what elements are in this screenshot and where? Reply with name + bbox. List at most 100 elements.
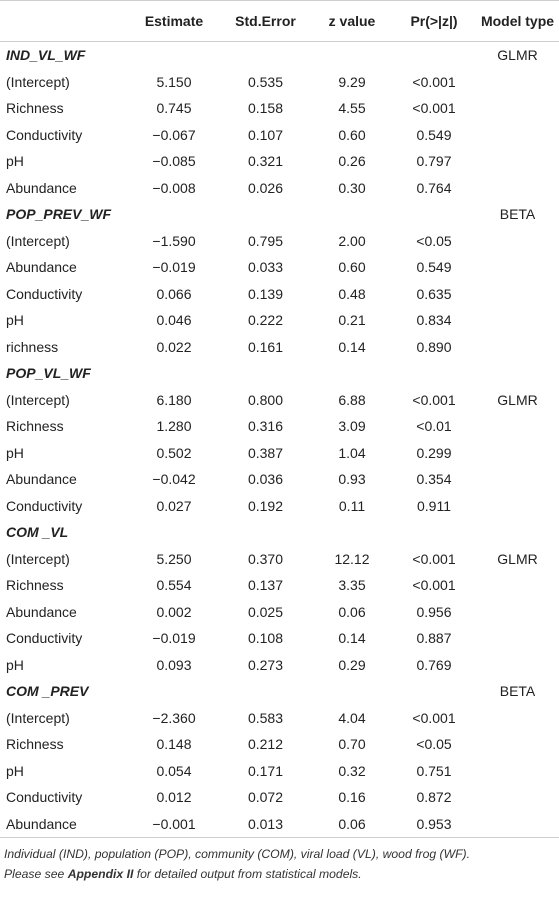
- std-error-cell: 0.036: [247, 471, 284, 488]
- z-value-cell: 0.14: [338, 630, 366, 647]
- row-label: Conductivity: [6, 126, 83, 143]
- table-row: Richness 1.280 0.316 3.09 <0.01: [0, 413, 559, 440]
- table-row: (Intercept) 5.250 0.370 12.12 <0.001 GLMR: [0, 546, 559, 573]
- table-row: Conductivity 0.027 0.192 0.11 0.911: [0, 493, 559, 520]
- model-type-cell: [476, 784, 559, 811]
- std-error-cell: 0.107: [247, 126, 284, 143]
- row-label: Richness: [6, 100, 64, 117]
- std-error-cell: 0.321: [247, 153, 284, 170]
- z-value-cell: 0.16: [338, 789, 366, 806]
- model-type-cell: [476, 731, 559, 758]
- p-value-cell: 0.890: [416, 338, 452, 355]
- model-type-cell: GLMR: [497, 391, 538, 408]
- row-label: (Intercept): [6, 232, 70, 249]
- p-value-cell: 0.769: [416, 656, 452, 673]
- model-type-cell: [476, 810, 559, 838]
- std-error-cell: 0.800: [247, 391, 284, 408]
- table-row: Conductivity 0.012 0.072 0.16 0.872: [0, 784, 559, 811]
- group-label: COM _PREV: [6, 683, 89, 700]
- group-row: POP_PREV_WF BETA: [0, 201, 559, 228]
- z-value-cell: 4.04: [338, 709, 366, 726]
- estimate-cell: 0.002: [156, 603, 192, 620]
- row-label: Richness: [6, 736, 64, 753]
- estimate-cell: 0.022: [156, 338, 192, 355]
- std-error-cell: 0.387: [247, 444, 284, 461]
- group-row: POP_VL_WF: [0, 360, 559, 387]
- p-value-cell: 0.887: [416, 630, 452, 647]
- std-error-cell: 0.139: [247, 285, 284, 302]
- header-cell: [0, 0, 129, 42]
- p-value-cell: 0.911: [417, 497, 451, 514]
- table-row: (Intercept) 5.150 0.535 9.29 <0.001: [0, 69, 559, 96]
- z-value-cell: 0.06: [312, 810, 392, 838]
- p-value-cell: <0.001: [412, 709, 456, 726]
- estimate-cell: 5.250: [156, 550, 192, 567]
- p-value-cell: [392, 519, 476, 546]
- p-value-cell: <0.001: [412, 391, 456, 408]
- model-type-cell: [476, 413, 559, 440]
- z-value-cell: 3.35: [338, 577, 366, 594]
- z-value-cell: 0.14: [338, 338, 366, 355]
- footnote-prefix: Please see: [4, 867, 68, 881]
- p-value-cell: <0.001: [412, 73, 456, 90]
- z-value-cell: 12.12: [334, 550, 370, 567]
- model-type-cell: [476, 572, 559, 599]
- std-error-cell: [219, 360, 312, 387]
- z-value-cell: [312, 42, 392, 69]
- model-type-cell: [476, 95, 559, 122]
- z-value-cell: 0.93: [338, 471, 366, 488]
- table-row: Richness 0.554 0.137 3.35 <0.001: [0, 572, 559, 599]
- std-error-cell: [219, 201, 312, 228]
- std-error-cell: 0.072: [247, 789, 284, 806]
- estimate-cell: 0.027: [156, 497, 192, 514]
- row-label: Conductivity: [6, 285, 83, 302]
- footnote-line-1: Individual (IND), population (POP), comm…: [4, 847, 470, 861]
- model-type-cell: [476, 466, 559, 493]
- z-value-cell: 0.48: [338, 285, 366, 302]
- p-value-cell: [392, 42, 476, 69]
- std-error-cell: 0.212: [247, 736, 284, 753]
- estimate-cell: [129, 360, 219, 387]
- table-row: (Intercept) 6.180 0.800 6.88 <0.001 GLMR: [0, 387, 559, 414]
- p-value-cell: 0.797: [416, 153, 452, 170]
- z-value-cell: 0.21: [338, 312, 366, 329]
- group-label: POP_PREV_WF: [6, 206, 112, 223]
- std-error-cell: 0.192: [247, 497, 284, 514]
- appendix-reference: Appendix II: [67, 867, 134, 881]
- z-value-cell: 0.06: [338, 603, 366, 620]
- z-value-cell: 1.04: [338, 444, 366, 461]
- estimate-cell: −0.001: [129, 810, 219, 838]
- p-value-cell: 0.635: [416, 285, 452, 302]
- table-row: Abundance −0.008 0.026 0.30 0.764: [0, 175, 559, 202]
- p-value-cell: 0.956: [416, 603, 452, 620]
- model-type-cell: [476, 148, 559, 175]
- std-error-cell: [219, 678, 312, 705]
- model-type-cell: [476, 519, 559, 546]
- model-type-cell: BETA: [499, 206, 536, 223]
- table-row: (Intercept) −2.360 0.583 4.04 <0.001: [0, 705, 559, 732]
- row-label: (Intercept): [6, 709, 70, 726]
- std-error-cell: 0.273: [247, 656, 284, 673]
- model-type-cell: [476, 175, 559, 202]
- z-value-cell: 4.55: [338, 100, 366, 117]
- p-value-cell: 0.872: [416, 789, 452, 806]
- p-value-cell: 0.764: [416, 179, 452, 196]
- model-type-cell: [476, 493, 559, 520]
- z-value-cell: 0.70: [338, 736, 366, 753]
- row-label: Conductivity: [6, 630, 83, 647]
- std-error-cell: 0.026: [247, 179, 284, 196]
- model-type-cell: [476, 625, 559, 652]
- header-z-value: z value: [312, 0, 392, 42]
- estimate-cell: 6.180: [156, 391, 192, 408]
- row-label: Richness: [6, 418, 64, 435]
- std-error-cell: 0.535: [247, 73, 284, 90]
- group-label: POP_VL_WF: [6, 365, 91, 382]
- estimate-cell: −0.085: [152, 153, 196, 170]
- model-type-cell: [476, 122, 559, 149]
- p-value-cell: 0.354: [416, 471, 452, 488]
- estimate-cell: 0.012: [156, 789, 192, 806]
- p-value-cell: <0.001: [412, 550, 456, 567]
- p-value-cell: 0.549: [416, 126, 452, 143]
- z-value-cell: 0.60: [338, 259, 366, 276]
- z-value-cell: 0.60: [338, 126, 366, 143]
